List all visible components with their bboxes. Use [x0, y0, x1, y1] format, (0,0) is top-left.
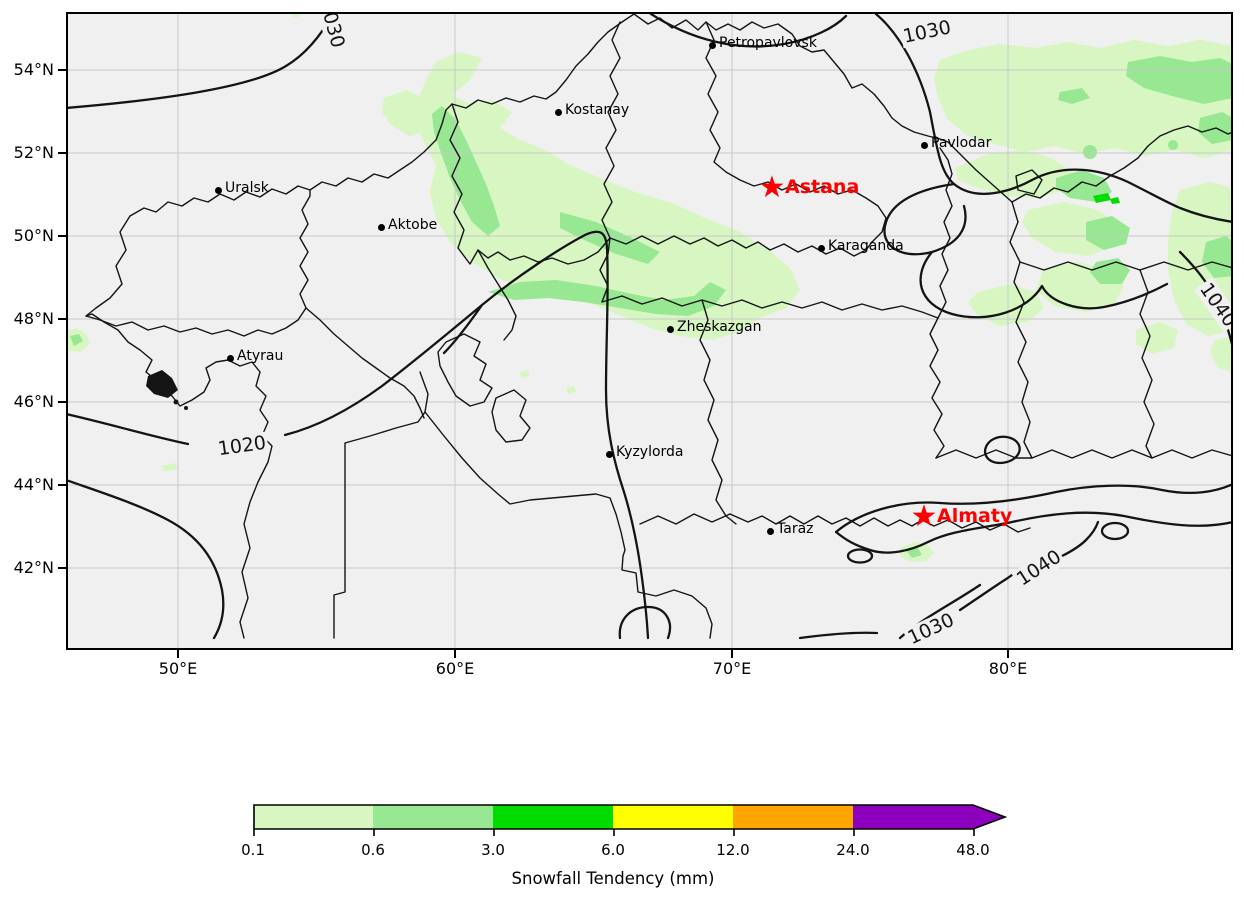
city-marker: [920, 141, 928, 149]
city-label: Zheskazgan: [677, 319, 762, 335]
colorbar-gradient: [253, 805, 973, 829]
city-label: Pavlodar: [931, 135, 992, 151]
city-marker: [554, 108, 562, 116]
map-graphic: [68, 14, 1231, 648]
colorbar-title: Snowfall Tendency (mm): [511, 869, 715, 888]
lon-tick-label: 80°E: [988, 659, 1028, 678]
lon-tick-mark: [177, 650, 179, 658]
lat-tick-label: 46°N: [13, 392, 54, 411]
lat-tick-mark: [58, 567, 66, 569]
colorbar: [253, 804, 1008, 836]
city-label: Kyzylorda: [616, 444, 684, 460]
lat-tick-label: 54°N: [13, 60, 54, 79]
city-label: Kostanay: [565, 102, 630, 118]
lat-tick-label: 50°N: [13, 226, 54, 245]
city-marker: [708, 41, 716, 49]
city-label: Petropavlovsk: [719, 35, 817, 51]
colorbar-extend-arrow: [973, 805, 1005, 829]
lat-tick-label: 52°N: [13, 143, 54, 162]
lon-tick-label: 50°E: [158, 659, 198, 678]
city-marker: [666, 325, 674, 333]
city-label: Karaganda: [828, 238, 904, 254]
country-borders: [85, 14, 1231, 639]
lon-tick-mark: [1007, 650, 1009, 658]
lat-tick-mark: [58, 401, 66, 403]
capital-label: Astana: [785, 176, 860, 198]
city-label: Taraz: [777, 521, 814, 537]
lon-tick-label: 70°E: [712, 659, 752, 678]
colorbar-tick-label: 0.6: [361, 841, 385, 859]
lat-tick-mark: [58, 69, 66, 71]
colorbar-tick-label: 12.0: [716, 841, 750, 859]
city-marker: [766, 527, 774, 535]
lon-tick-label: 60°E: [435, 659, 475, 678]
city-marker: [214, 186, 222, 194]
lon-tick-mark: [454, 650, 456, 658]
city-marker: [817, 244, 825, 252]
capital-star-icon: ★: [758, 170, 786, 205]
colorbar-tick-marks: [253, 829, 975, 836]
lat-tick-mark: [58, 152, 66, 154]
lat-tick-label: 48°N: [13, 309, 54, 328]
lat-tick-mark: [58, 318, 66, 320]
lat-tick-mark: [58, 235, 66, 237]
lon-tick-mark: [731, 650, 733, 658]
colorbar-tick-label: 6.0: [601, 841, 625, 859]
snowfall-shading: [68, 14, 1231, 562]
capital-label: Almaty: [937, 505, 1013, 527]
colorbar-outline: [253, 804, 1008, 830]
colorbar-tick-label: 24.0: [836, 841, 870, 859]
city-marker: [226, 354, 234, 362]
city-marker: [605, 450, 613, 458]
city-marker: [377, 223, 385, 231]
colorbar-tick-label: 3.0: [481, 841, 505, 859]
lat-tick-mark: [58, 484, 66, 486]
colorbar-tick-label: 0.1: [241, 841, 265, 859]
colorbar-tick-label: 48.0: [956, 841, 990, 859]
lat-tick-label: 44°N: [13, 475, 54, 494]
city-label: Aktobe: [388, 217, 438, 233]
lat-tick-label: 42°N: [13, 558, 54, 577]
city-label: Atyrau: [237, 348, 284, 364]
capital-star-icon: ★: [910, 499, 938, 534]
city-label: Uralsk: [225, 180, 269, 196]
map-canvas: Petropavlovsk Kostanay Pavlodar Uralsk Aktob…: [66, 12, 1233, 650]
